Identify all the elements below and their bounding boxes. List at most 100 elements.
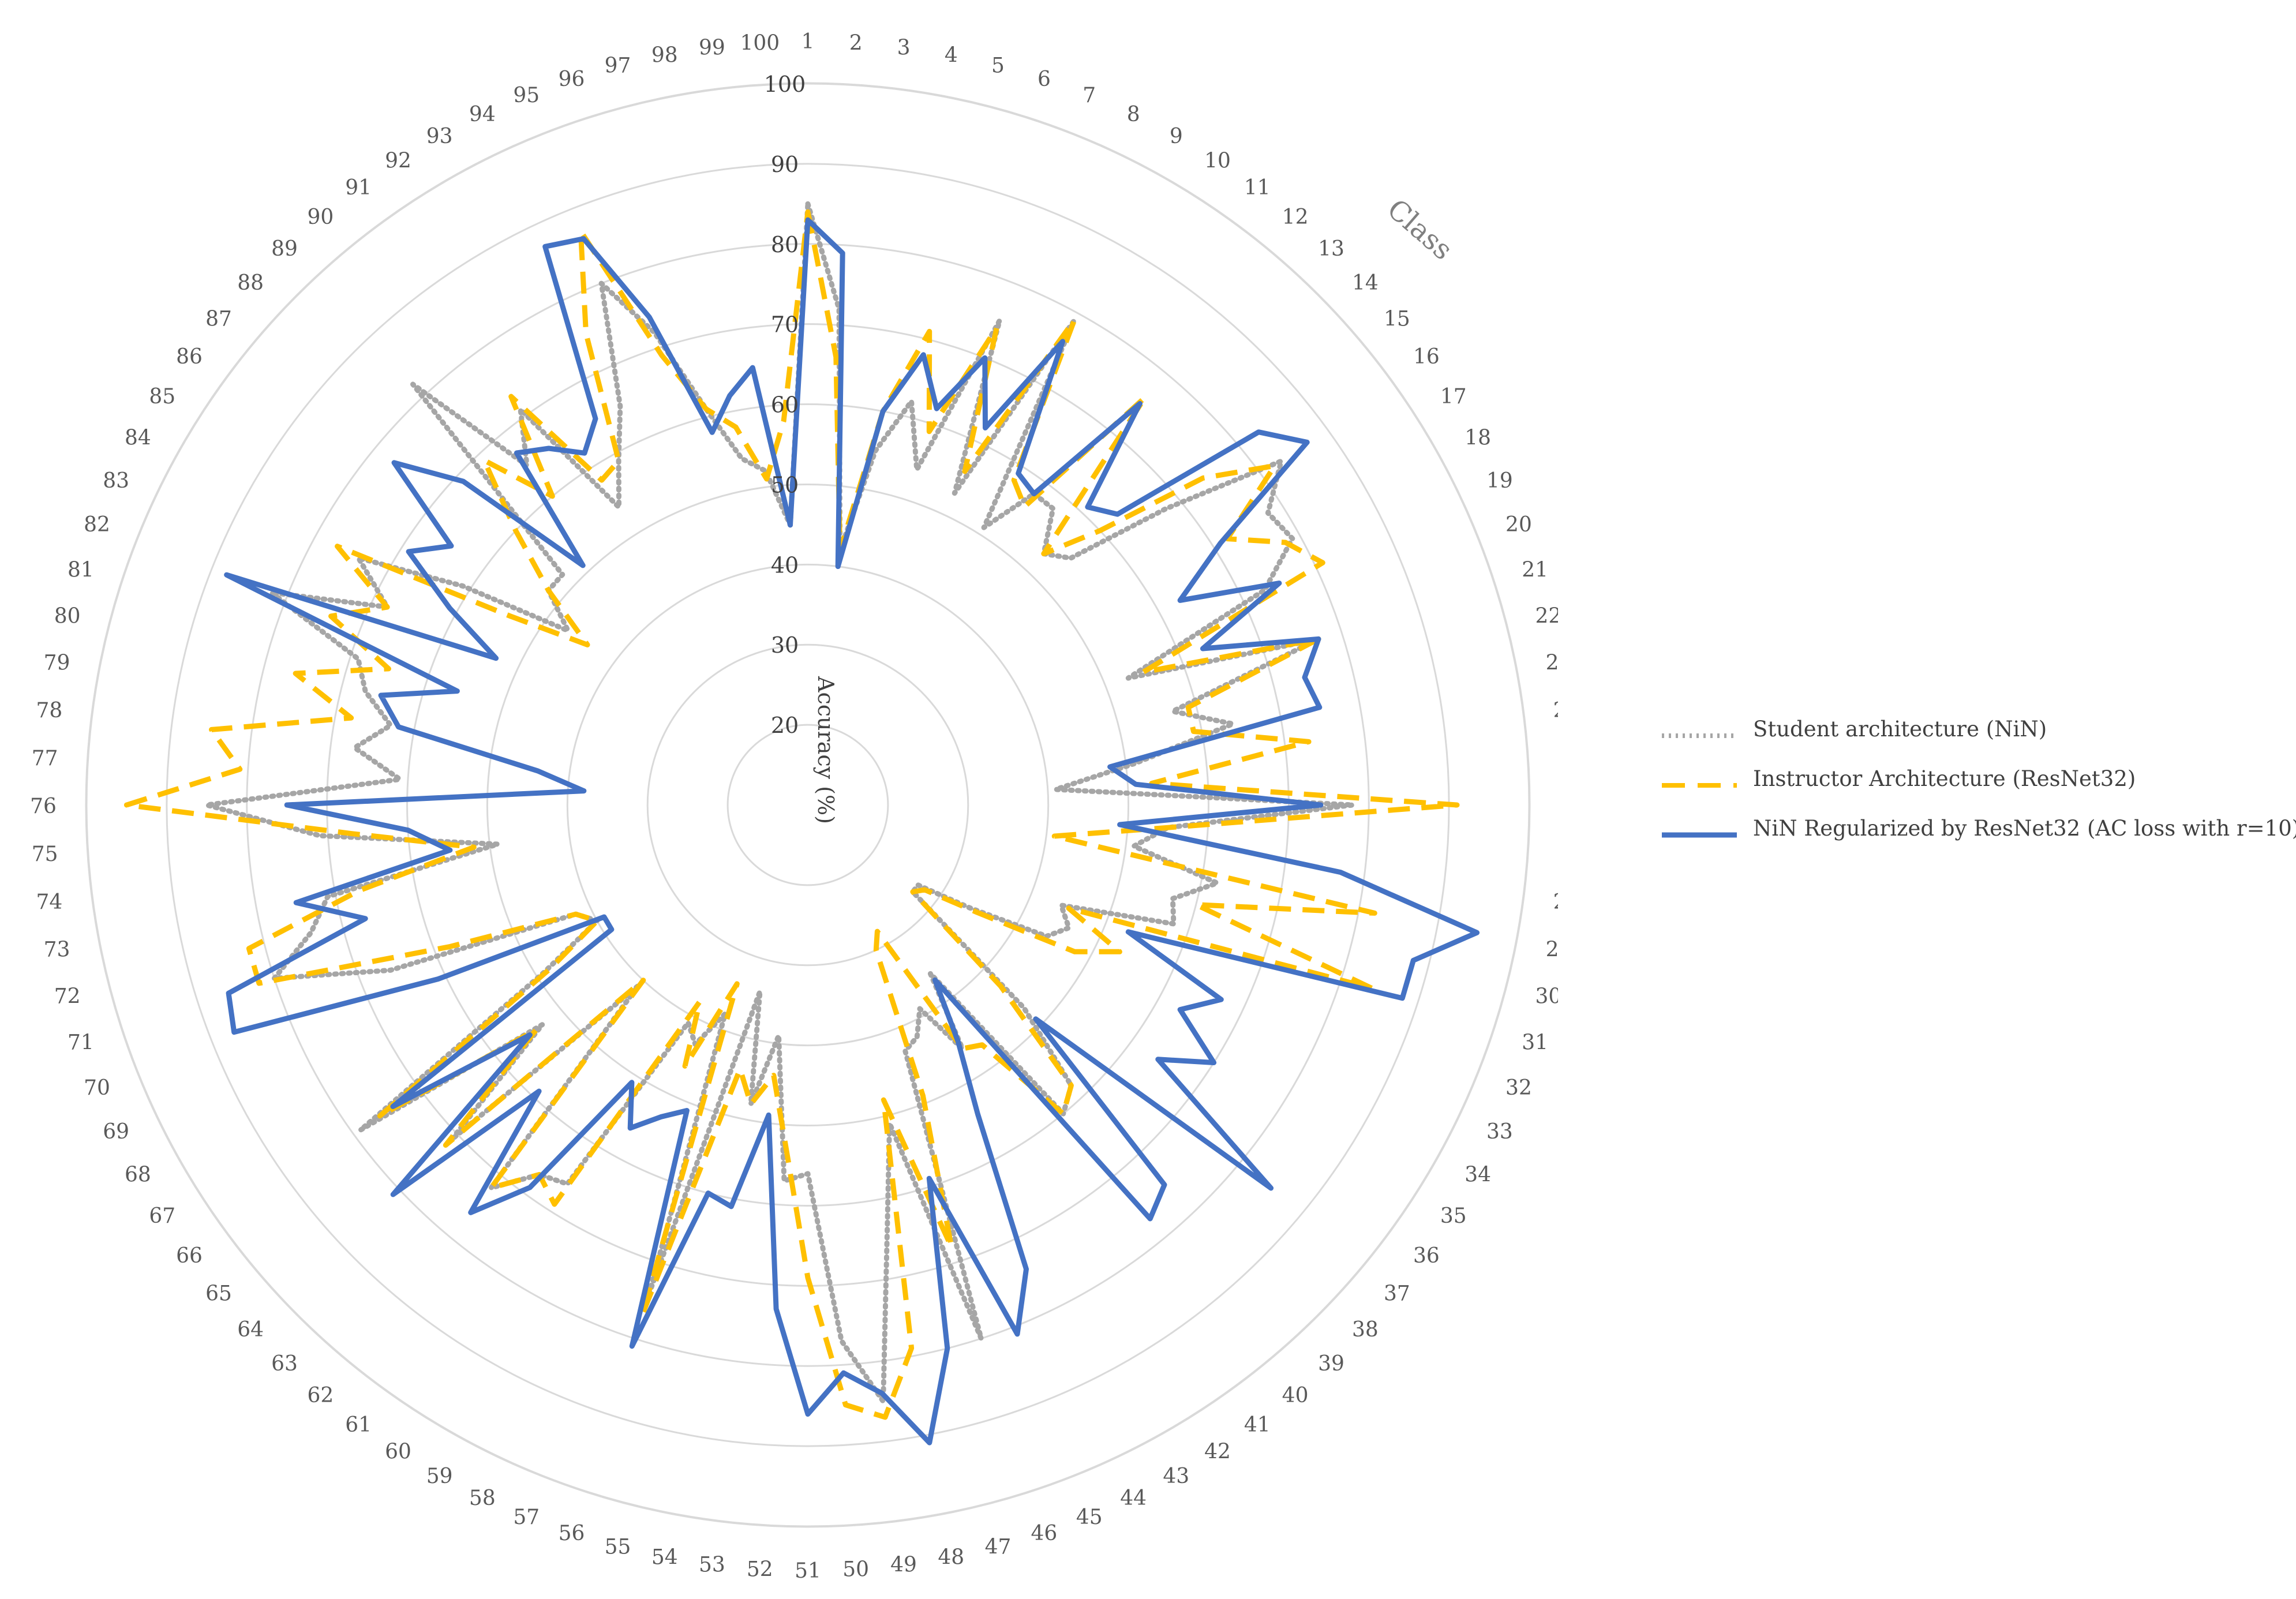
category-label: 49 xyxy=(890,1553,917,1577)
data-point xyxy=(1024,506,1025,507)
data-point xyxy=(911,401,912,402)
data-point xyxy=(661,1116,662,1117)
legend: Student architecture (NiN) Instructor Ar… xyxy=(1662,716,2296,864)
data-point xyxy=(759,991,761,992)
data-point xyxy=(741,458,743,459)
grid-circle-90 xyxy=(166,163,1450,1447)
category-label: 51 xyxy=(795,1559,821,1583)
data-point xyxy=(912,892,913,893)
radial-tick-label: 60 xyxy=(771,392,799,418)
data-point xyxy=(916,1036,917,1038)
data-point xyxy=(586,333,587,334)
data-point xyxy=(319,835,320,836)
data-point xyxy=(206,804,207,806)
data-point xyxy=(271,592,272,593)
data-point xyxy=(354,747,355,748)
data-point xyxy=(392,1194,394,1195)
category-label: 31 xyxy=(1522,1031,1548,1054)
category-label: 27 xyxy=(1557,842,1558,866)
category-label: 24 xyxy=(1553,699,1558,722)
data-point xyxy=(837,566,838,567)
radial-tick-label: 40 xyxy=(771,552,799,578)
data-point xyxy=(456,691,458,692)
data-point xyxy=(516,452,517,454)
category-label: 38 xyxy=(1352,1318,1379,1342)
data-point xyxy=(1179,1009,1181,1010)
category-label: 6 xyxy=(1037,68,1051,91)
category-label: 40 xyxy=(1282,1384,1309,1407)
radar-chart: 1234567891011121314151617181920212223242… xyxy=(30,30,1558,1583)
data-point xyxy=(917,885,919,886)
data-point xyxy=(390,725,391,726)
data-point xyxy=(752,367,753,368)
data-point xyxy=(1352,804,1353,806)
data-point xyxy=(1068,908,1069,909)
data-point xyxy=(911,1347,912,1349)
data-point xyxy=(807,1277,808,1278)
data-point xyxy=(883,1099,884,1100)
data-point xyxy=(248,948,249,949)
data-point xyxy=(999,320,1000,321)
data-point xyxy=(843,1372,844,1373)
category-label: 73 xyxy=(44,938,70,961)
data-point xyxy=(295,902,297,903)
data-point xyxy=(977,1114,978,1115)
data-point xyxy=(1046,936,1047,937)
data-point xyxy=(1216,882,1218,883)
data-point xyxy=(836,357,837,358)
data-point xyxy=(885,1417,886,1418)
category-label: 39 xyxy=(1318,1352,1344,1376)
data-point xyxy=(784,1181,785,1182)
category-label: 91 xyxy=(345,176,372,200)
data-point xyxy=(929,331,930,332)
data-point xyxy=(1149,1218,1151,1219)
data-point xyxy=(765,470,766,471)
data-point xyxy=(542,1024,543,1025)
category-label: 61 xyxy=(345,1413,372,1437)
data-point xyxy=(807,203,808,204)
data-point xyxy=(580,231,581,232)
data-point xyxy=(587,644,588,645)
category-label: 68 xyxy=(125,1163,151,1186)
data-point xyxy=(529,1034,530,1035)
data-point xyxy=(496,658,497,659)
data-point xyxy=(529,1187,530,1188)
data-point xyxy=(740,1068,741,1069)
data-point xyxy=(1074,320,1075,321)
category-label: 88 xyxy=(237,271,264,295)
data-point xyxy=(1043,553,1044,555)
category-label: 14 xyxy=(1352,271,1379,295)
data-point xyxy=(1340,872,1341,873)
series-line-3 xyxy=(224,217,1480,1446)
category-label: 62 xyxy=(308,1384,334,1407)
category-label: 13 xyxy=(1318,237,1344,261)
radial-tick-labels: 20 30 40 50 60 70 80 90 100 xyxy=(764,72,806,738)
data-point xyxy=(1017,1334,1018,1335)
data-point xyxy=(552,496,553,497)
data-point xyxy=(388,668,389,669)
data-point xyxy=(450,946,451,947)
data-point xyxy=(707,1193,709,1194)
axis-title: Class xyxy=(1381,193,1459,267)
data-point xyxy=(618,460,619,462)
data-point xyxy=(951,1246,952,1248)
radial-tick-label: 20 xyxy=(771,713,799,738)
data-point xyxy=(562,574,563,575)
category-label: 55 xyxy=(605,1535,631,1559)
category-label: 57 xyxy=(513,1506,540,1529)
data-point xyxy=(731,1206,732,1207)
data-point xyxy=(729,395,731,396)
data-point xyxy=(964,471,965,472)
data-point xyxy=(1135,784,1136,785)
data-point xyxy=(387,606,388,608)
data-point xyxy=(1035,1018,1036,1020)
category-label: 17 xyxy=(1440,385,1467,409)
legend-label-instructor: Instructor Architecture (ResNet32) xyxy=(1753,766,2136,791)
category-label: 52 xyxy=(747,1557,773,1581)
category-label: 4 xyxy=(945,43,958,67)
category-label: 37 xyxy=(1384,1282,1410,1306)
category-label: 70 xyxy=(84,1076,110,1100)
data-point xyxy=(1308,741,1309,742)
data-point xyxy=(1322,562,1323,563)
data-point xyxy=(934,979,935,980)
